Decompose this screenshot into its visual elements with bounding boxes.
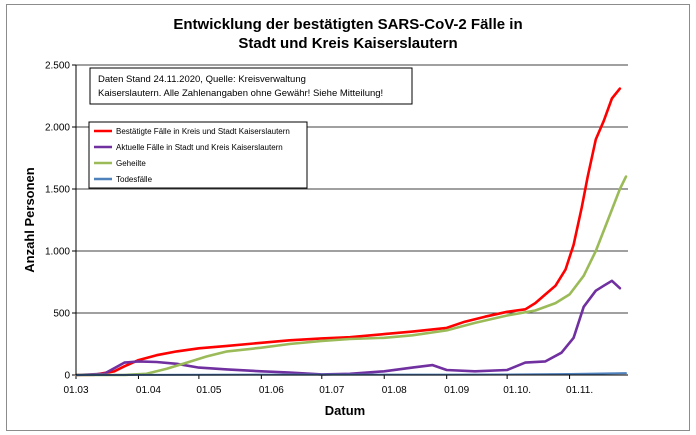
x-tick-label: 01.05 xyxy=(196,385,221,396)
legend-frame xyxy=(88,121,308,189)
note-box-frame xyxy=(89,67,413,105)
legend-entry: Aktuelle Fälle in Stadt und Kreis Kaiser… xyxy=(116,143,283,152)
legend-entry: Geheilte xyxy=(116,159,146,168)
data-note-box: Daten Stand 24.11.2020, Quelle: Kreisver… xyxy=(89,67,413,105)
x-tick-labels: 01.03 01.04 01.05 01.06 01.07 01.08 01.09 01.10… xyxy=(63,385,593,396)
x-tick-label: 01.09 xyxy=(444,385,469,396)
y-tick-label: 1.500 xyxy=(45,185,70,196)
y-tick-label: 500 xyxy=(53,309,70,320)
y-tick-label: 1.000 xyxy=(45,247,70,258)
chart-title-line-2: Stadt und Kreis Kaiserslautern xyxy=(238,35,457,52)
note-line-2: Kaiserslautern. Alle Zahlenangaben ohne … xyxy=(98,88,383,99)
x-tick-label: 01.11. xyxy=(566,385,593,396)
y-tick-label: 2.500 xyxy=(45,61,70,72)
note-line-1: Daten Stand 24.11.2020, Quelle: Kreisver… xyxy=(98,74,306,85)
series-line-2 xyxy=(74,279,622,377)
x-tick-label: 01.04 xyxy=(136,385,161,396)
series-line-3 xyxy=(74,175,628,377)
y-tick-label: 2.000 xyxy=(45,123,70,134)
legend: Bestätigte Fälle in Kreis und Stadt Kais… xyxy=(88,121,308,189)
series-line-1 xyxy=(74,87,622,377)
gridlines xyxy=(72,64,628,379)
legend-entry: Todesfälle xyxy=(116,175,153,184)
x-tick-label: 01.08 xyxy=(382,385,407,396)
y-tick-label: 0 xyxy=(64,371,70,382)
x-tick-label: 01.06 xyxy=(259,385,284,396)
x-tick-label: 01.03 xyxy=(63,385,88,396)
x-axis-label: Datum xyxy=(325,403,365,418)
legend-entry: Bestätigte Fälle in Kreis und Stadt Kais… xyxy=(116,127,290,136)
x-tick-label: 01.10. xyxy=(503,385,531,396)
y-axis-label: Anzahl Personen xyxy=(22,167,37,273)
y-tick-labels: 0 500 1.000 1.500 2.000 2.500 xyxy=(45,61,70,382)
chart-title-line-1: Entwicklung der bestätigten SARS-CoV-2 F… xyxy=(173,16,522,33)
x-tick-label: 01.07 xyxy=(319,385,344,396)
